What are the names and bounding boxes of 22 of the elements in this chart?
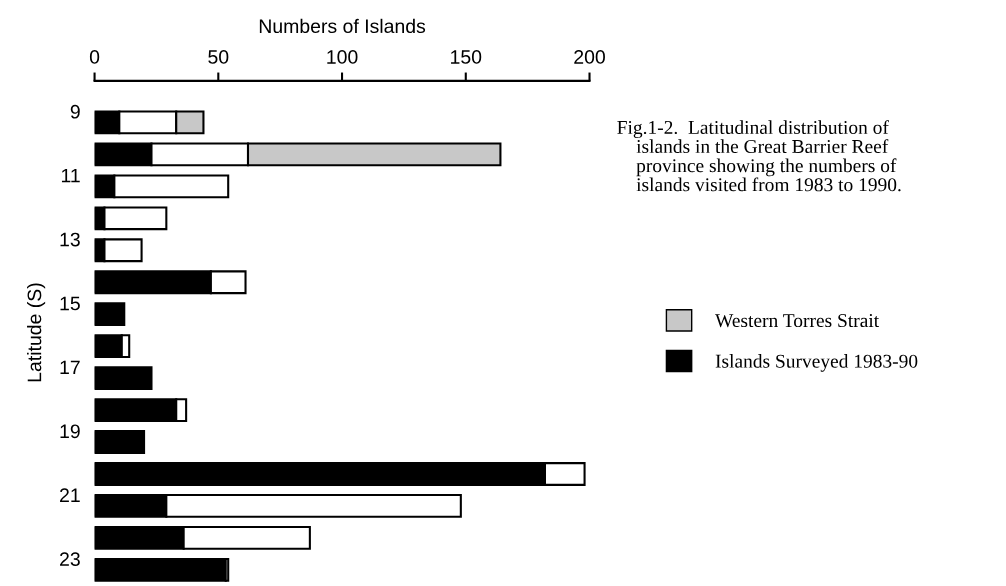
- x-axis-title: Numbers of Islands: [259, 18, 426, 34]
- x-tick-label: 100: [327, 50, 358, 64]
- bar: [94, 366, 153, 390]
- y-tick-label: 13: [60, 232, 80, 247]
- x-tick-label: 50: [208, 50, 229, 64]
- y-tick-label: 23: [60, 552, 80, 567]
- y-tick-label: 19: [60, 424, 80, 439]
- y-tick-label: 9: [70, 104, 80, 119]
- caption: Fig.1-2. Latitudinal distribution of islands in the Great Barrier Reef province showing the numbers of islands visited from 1983 to 1990.: [617, 120, 901, 192]
- bar: [94, 302, 126, 327]
- x-tick-label: 150: [451, 50, 482, 64]
- legend-label: Islands Surveyed 1983-90: [715, 354, 918, 372]
- x-tick-label: 0: [89, 50, 100, 64]
- y-axis-title: Latitude (S): [27, 283, 46, 382]
- y-tick-label: 11: [61, 168, 80, 183]
- y-tick-label: 15: [60, 296, 80, 311]
- y-tick-label: 17: [60, 360, 80, 375]
- y-tick-label: 21: [60, 488, 80, 502]
- legend-label: Western Torres Strait: [715, 314, 880, 328]
- x-tick-label: 200: [574, 50, 605, 64]
- bar: [94, 430, 146, 454]
- bar: [94, 557, 227, 582]
